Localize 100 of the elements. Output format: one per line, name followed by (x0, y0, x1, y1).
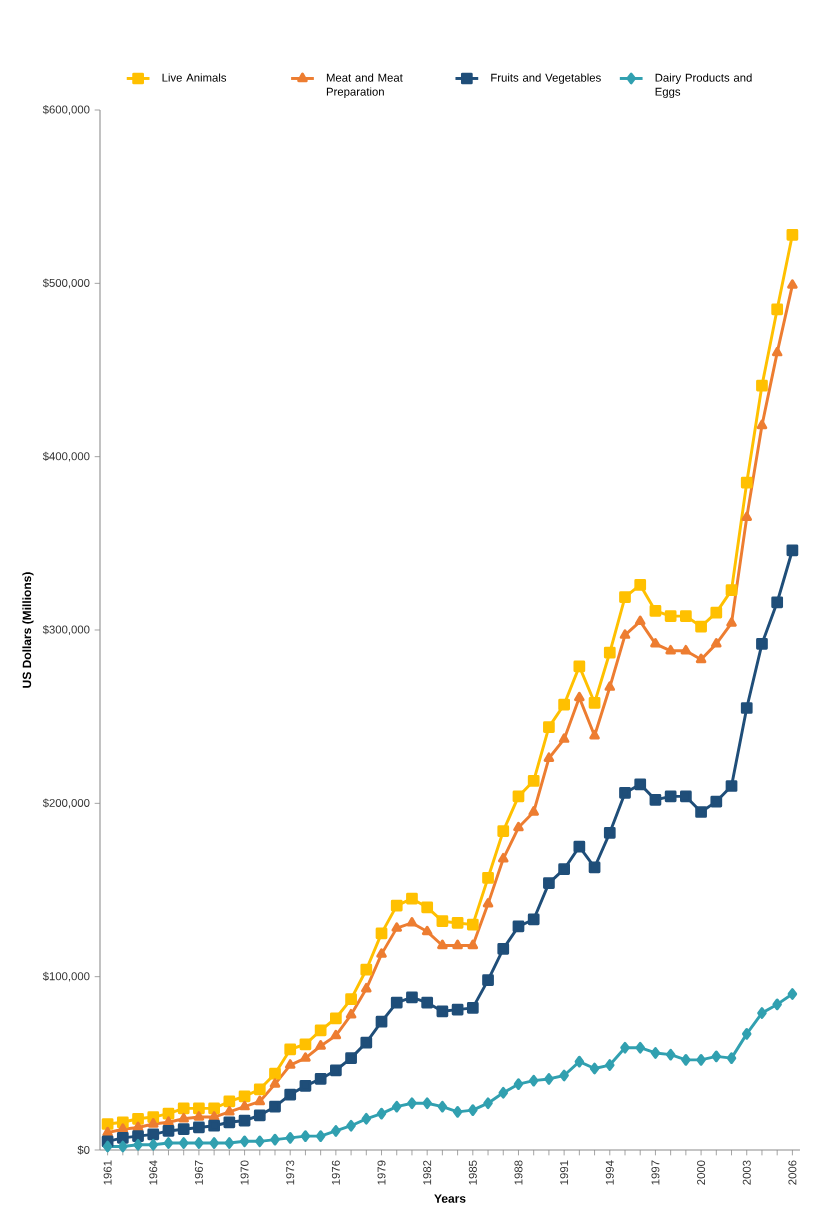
point (163, 1137, 174, 1149)
point (696, 1054, 706, 1066)
point (573, 840, 586, 853)
point (224, 1137, 235, 1149)
point (330, 1064, 342, 1077)
point (361, 1112, 372, 1125)
point (619, 591, 631, 603)
point (681, 1054, 691, 1066)
point (254, 1095, 266, 1106)
x-tick-label: 2000 (697, 1160, 706, 1185)
point (407, 1097, 417, 1110)
point (558, 863, 570, 876)
point (741, 1027, 752, 1040)
point (132, 1121, 144, 1132)
point (619, 787, 631, 799)
legend-label: Meat and Meat Preparation (326, 73, 403, 98)
point (497, 852, 509, 863)
point (726, 617, 737, 627)
point (665, 1048, 676, 1061)
point (603, 826, 616, 839)
point (102, 1126, 113, 1137)
point (574, 1055, 585, 1068)
point (422, 1097, 432, 1110)
point (649, 793, 662, 806)
point (588, 861, 601, 874)
x-tick-label: 2003 (742, 1160, 751, 1185)
point (331, 1125, 341, 1137)
point (345, 1052, 357, 1064)
point (664, 610, 677, 622)
point (360, 1036, 373, 1049)
point (360, 963, 373, 976)
point (634, 579, 647, 591)
point (726, 1052, 737, 1064)
point (390, 996, 403, 1009)
point (375, 927, 388, 940)
point (209, 1137, 219, 1149)
point (451, 917, 464, 929)
point (483, 1097, 493, 1110)
point (177, 1123, 190, 1136)
point (543, 721, 555, 733)
point (284, 1043, 297, 1056)
point (224, 1105, 235, 1116)
point (740, 476, 753, 489)
point (573, 660, 586, 673)
point (361, 982, 372, 993)
point (437, 939, 448, 950)
point (543, 752, 555, 762)
point (558, 733, 570, 743)
point (223, 1116, 236, 1129)
point (467, 939, 479, 950)
y-tick-label: $600,000 (42, 105, 90, 115)
point (285, 1131, 295, 1144)
point (695, 806, 707, 818)
point (512, 790, 525, 803)
x-tick-label: 1973 (286, 1160, 295, 1185)
point (513, 1078, 524, 1090)
point (771, 346, 783, 357)
point (436, 1005, 449, 1018)
y-tick-label: $500,000 (42, 278, 90, 289)
point (786, 228, 799, 241)
point (466, 918, 479, 931)
point (559, 1069, 569, 1082)
x-tick-label: 1991 (560, 1160, 569, 1185)
point (162, 1125, 175, 1137)
point (345, 993, 357, 1006)
point (635, 1041, 645, 1054)
point (605, 1059, 615, 1071)
point (391, 922, 403, 932)
point (238, 1090, 251, 1103)
point (436, 915, 449, 928)
point (756, 638, 768, 650)
point (680, 790, 692, 803)
point (620, 1041, 630, 1054)
point (528, 1074, 539, 1087)
point (757, 1007, 767, 1019)
point (695, 620, 707, 633)
point (437, 1100, 448, 1113)
point (147, 1118, 159, 1128)
point (101, 1118, 114, 1130)
point (771, 596, 784, 609)
point (300, 1052, 311, 1062)
point (680, 610, 692, 622)
point (406, 892, 418, 905)
point (527, 774, 540, 787)
point (787, 988, 798, 1000)
point (497, 943, 510, 955)
point (498, 1086, 509, 1099)
y-axis-title: US Dollars (Millions) (22, 572, 34, 688)
x-axis-title: Years (434, 1194, 466, 1203)
point (421, 901, 434, 914)
point (695, 653, 707, 664)
point (376, 1107, 387, 1120)
point (194, 1137, 204, 1149)
point (269, 1100, 281, 1113)
y-tick-label: $200,000 (42, 798, 90, 809)
point (786, 544, 799, 557)
point (589, 729, 600, 740)
x-tick-label: 1967 (194, 1160, 203, 1185)
point (132, 1112, 144, 1125)
y-tick-label: $300,000 (42, 625, 90, 635)
